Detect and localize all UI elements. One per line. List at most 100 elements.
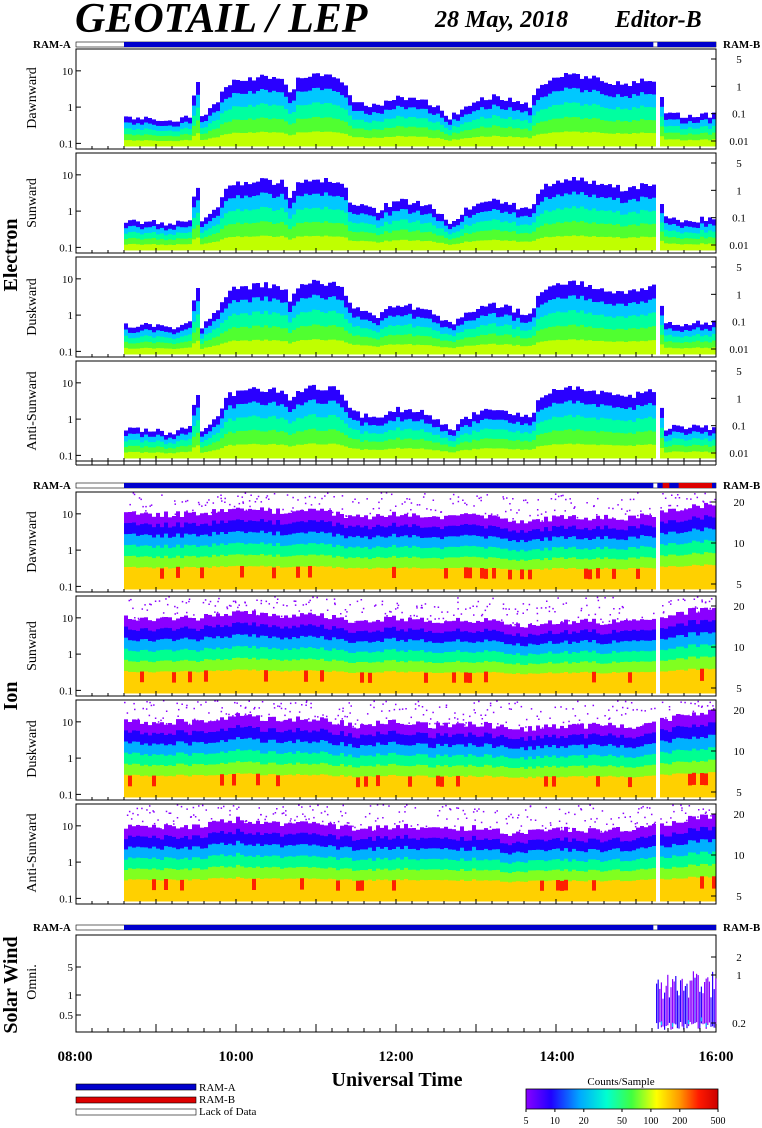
electron-duskward-panel-cell — [528, 337, 532, 347]
ion-dawnward-panel-dot — [608, 507, 610, 509]
ion-dawnward-panel-cell — [260, 530, 264, 543]
electron-duskward-panel-cell — [704, 328, 708, 336]
ion-sunward-panel-cell — [308, 658, 312, 671]
electron-sunward-panel-cell — [644, 184, 648, 198]
electron-anti-sunward-panel-cell — [156, 434, 160, 441]
electron-anti-sunward-panel-cell — [472, 439, 476, 450]
electron-dawnward-panel-cell — [456, 133, 460, 141]
electron-duskward-panel-cell — [548, 340, 552, 355]
electron-sunward-panel-cell — [424, 241, 428, 251]
electron-dawnward-panel-cell — [460, 131, 464, 140]
ion-dawnward-panel-cell — [200, 567, 204, 579]
electron-sunward-panel-cell — [292, 238, 296, 251]
electron-sunward-panel-cell — [320, 209, 324, 224]
electron-duskward-panel-cell — [540, 304, 544, 318]
electron-sunward-panel-cell — [164, 230, 168, 236]
electron-sunward-panel-cell — [452, 221, 456, 228]
ion-dawnward-panel-cell — [196, 515, 200, 527]
electron-sunward-panel-cell — [516, 233, 520, 243]
ion-dawnward-panel-cell — [236, 554, 240, 567]
electron-anti-sunward-panel-cell — [696, 445, 700, 452]
electron-dawnward-panel-cell — [532, 135, 536, 147]
electron-anti-sunward-panel-cell — [380, 425, 384, 435]
electron-dawnward-panel-cell — [544, 96, 548, 110]
ion-sunward-panel-cell — [348, 683, 352, 694]
electron-anti-sunward-panel-cell — [232, 433, 236, 447]
ion-dawnward-panel-cell — [456, 536, 460, 548]
ion-sunward-panel-cell — [252, 634, 256, 647]
electron-sunward-panel-cell — [188, 238, 192, 245]
electron-anti-sunward-panel-cell — [620, 395, 624, 409]
electron-sunward-panel-cell — [484, 201, 488, 212]
electron-duskward-panel-cell — [172, 344, 176, 350]
electron-sunward-panel-cell — [428, 222, 432, 233]
electron-anti-sunward-panel-cell — [240, 417, 244, 432]
electron-anti-sunward-panel-cell — [452, 441, 456, 448]
electron-dawnward-panel-cell — [176, 141, 180, 147]
electron-sunward-panel-cell — [396, 220, 400, 231]
ion-dawnward-panel-cell — [212, 520, 216, 533]
ion-sunward-panel-dot — [230, 605, 232, 607]
ion-dawnward-panel-cell — [540, 541, 544, 552]
electron-anti-sunward-panel-cell — [400, 439, 404, 450]
electron-duskward-panel-cell — [132, 333, 136, 339]
electron-sunward-panel-cell — [700, 236, 704, 244]
ion-dawnward-panel-cell — [696, 553, 700, 566]
electron-sunward-panel-cell — [228, 198, 232, 212]
electron-anti-sunward-panel-cell — [480, 410, 484, 421]
ion-dawnward-panel-cell — [712, 553, 716, 566]
ion-dawnward-panel-cell — [240, 520, 244, 532]
ion-dawnward-panel-cell — [560, 567, 564, 579]
ion-dawnward-panel-dot — [385, 492, 388, 494]
ion-dawnward-panel-cell — [156, 556, 160, 568]
electron-duskward-panel-cell — [628, 315, 632, 329]
electron-sunward-panel-cell — [392, 211, 396, 222]
electron-duskward-panel-cell — [260, 314, 264, 328]
electron-duskward-panel-cell — [608, 303, 612, 317]
electron-anti-sunward-panel-cell — [624, 433, 628, 447]
electron-anti-sunward-panel-cell — [692, 431, 696, 439]
ion-dawnward-panel-cell — [248, 577, 252, 590]
electron-anti-sunward-panel-cell — [388, 411, 392, 422]
ion-sunward-panel-dot — [137, 617, 140, 620]
ion-dawnward-panel-dot — [670, 494, 673, 496]
electron-sunward-panel-cell — [668, 224, 672, 232]
electron-anti-sunward-panel-cell — [136, 427, 140, 435]
ion-dawnward-panel-cell — [484, 578, 488, 590]
ion-sunward-panel-cell — [140, 617, 144, 629]
electron-anti-sunward-panel-cell — [132, 439, 136, 447]
electron-anti-sunward-panel-cell — [332, 400, 336, 416]
electron-anti-sunward-panel-cell — [512, 432, 516, 442]
ion-sunward-panel-cell — [248, 636, 252, 649]
electron-sunward-panel-cell — [424, 223, 428, 233]
electron-dawnward-panel-cell — [372, 137, 376, 147]
electron-duskward-panel-cell — [544, 302, 548, 316]
ion-dawnward-panel-cell — [572, 515, 576, 527]
ion-sunward-panel-cell — [256, 626, 260, 638]
electron-dawnward-panel-cell — [324, 131, 328, 147]
ion-dawnward-panel-cell — [168, 537, 172, 549]
electron-duskward-panel-cell — [520, 338, 524, 347]
electron-dawnward-panel-cell — [140, 124, 144, 131]
electron-duskward-panel-cell — [164, 326, 168, 333]
ion-dawnward-panel-cell — [652, 547, 656, 559]
ion-dawnward-panel-cell — [136, 525, 140, 537]
ion-dawnward-panel-dot — [686, 498, 688, 500]
ion-dawnward-panel-dot — [132, 492, 135, 494]
ion-sunward-panel-cell — [172, 651, 176, 663]
electron-sunward-panel-cell — [348, 240, 352, 251]
ion-dawnward-panel-cell — [248, 531, 252, 544]
electron-sunward-panel-cell — [324, 235, 328, 251]
electron-dawnward-panel-cell — [708, 140, 712, 147]
ion-dawnward-panel-cell — [352, 568, 356, 580]
electron-sunward-panel-cell — [456, 243, 460, 251]
ion-dawnward-panel-cell — [392, 522, 396, 535]
ion-dawnward-panel-cell — [320, 554, 324, 567]
electron-anti-sunward-panel-cell — [372, 441, 376, 451]
electron-duskward-panel-cell — [648, 313, 652, 328]
ion-dawnward-panel-cell — [204, 578, 208, 590]
electron-duskward-panel-cell — [368, 329, 372, 338]
electron-duskward-panel-ytick-label: 1 — [68, 310, 74, 322]
electron-duskward-panel-cell — [364, 345, 368, 355]
electron-anti-sunward-panel-cell — [556, 390, 560, 405]
